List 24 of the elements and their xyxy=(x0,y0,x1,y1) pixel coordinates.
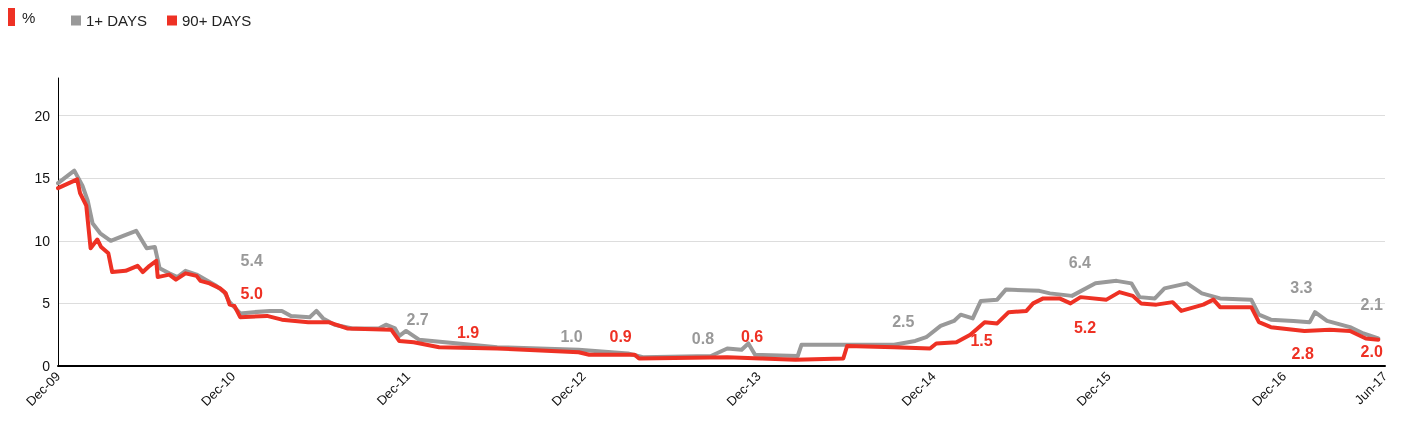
annotation: 1.5 xyxy=(970,331,993,349)
y-tick-label: 0 xyxy=(42,358,51,374)
annotation: 2.8 xyxy=(1291,344,1314,362)
y-tick-label: 15 xyxy=(34,170,51,187)
y-tick-label: 20 xyxy=(34,107,51,124)
annotation: 5.0 xyxy=(240,284,263,302)
y-axis-title: % xyxy=(22,9,36,26)
annotation: 0.9 xyxy=(609,328,632,346)
annotation: 1.0 xyxy=(560,328,583,346)
annotation: 3.3 xyxy=(1290,279,1313,297)
annotation: 2.1 xyxy=(1360,296,1383,314)
annotation: 0.6 xyxy=(740,327,764,345)
y-tick-label: 5 xyxy=(42,295,51,312)
annotation: 5.4 xyxy=(240,252,263,270)
legend-label: 1+ DAYS xyxy=(86,12,148,29)
annotation: 2.7 xyxy=(406,311,429,329)
annotation: 6.4 xyxy=(1068,253,1092,271)
annotation: 2.0 xyxy=(1360,343,1383,361)
annotation: 5.2 xyxy=(1073,318,1097,336)
y-tick-label: 10 xyxy=(34,232,51,249)
annotation: 0.8 xyxy=(691,329,715,347)
annotation: 1.9 xyxy=(456,323,480,341)
legend-label: 90+ DAYS xyxy=(182,12,252,29)
annotation: 2.5 xyxy=(892,313,915,331)
